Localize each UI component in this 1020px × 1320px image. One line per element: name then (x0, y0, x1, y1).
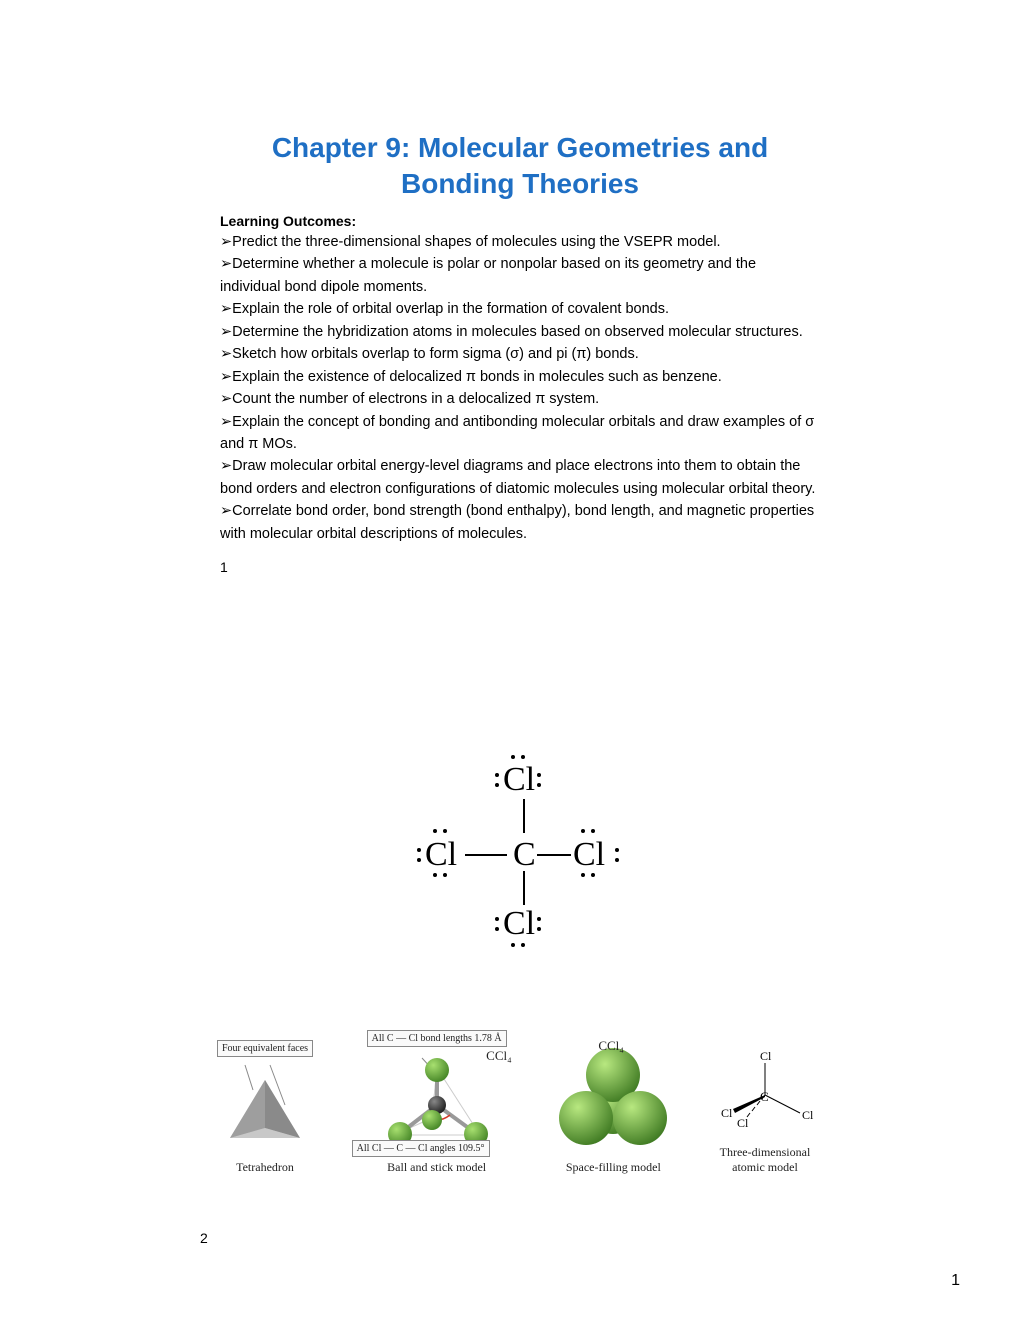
lone-pair-dots (511, 755, 525, 759)
ball-stick-label: Ball and stick model (352, 1160, 522, 1175)
lone-pair-dots (433, 829, 447, 833)
outcome-item: ➢Determine whether a molecule is polar o… (220, 253, 820, 298)
outcome-item: ➢Count the number of electrons in a delo… (220, 388, 820, 410)
slide-1-number: 1 (220, 559, 820, 575)
lone-pair-dots (537, 917, 541, 931)
bond-line (523, 799, 525, 833)
svg-text:Cl: Cl (802, 1108, 814, 1122)
atomic-3d-model: C Cl Cl Cl Cl Three-dimensional atomic m… (705, 1045, 825, 1175)
outcome-item: ➢Predict the three-dimensional shapes of… (220, 231, 820, 253)
callout-faces: Four equivalent faces (217, 1040, 313, 1057)
lone-pair-dots (581, 873, 595, 877)
callout-bondlength: All C — Cl bond lengths 1.78 Å (367, 1030, 507, 1047)
space-filling-model: CCl₄ Space-filling model (548, 1040, 678, 1175)
molecular-models-row: Four equivalent faces Tetrahedron All C … (205, 1030, 825, 1175)
svg-text:Cl: Cl (737, 1116, 749, 1130)
chlorine-atom: Cl (503, 907, 535, 941)
outcome-item: ➢Draw molecular orbital energy-level dia… (220, 455, 820, 500)
atomic-3d-label-line2: atomic model (705, 1160, 825, 1175)
outcomes-list: ➢Predict the three-dimensional shapes of… (220, 231, 820, 546)
outcome-item: ➢Explain the existence of delocalized π … (220, 366, 820, 388)
chapter-title: Chapter 9: Molecular Geometries and Bond… (220, 130, 820, 203)
formula-ccl4-2: CCl₄ (598, 1038, 624, 1054)
chlorine-atom: Cl (425, 838, 457, 872)
lone-pair-dots (495, 773, 499, 787)
page-number: 1 (951, 1272, 960, 1290)
tetrahedron-icon (205, 1060, 325, 1150)
lone-pair-dots (495, 917, 499, 931)
svg-text:Cl: Cl (721, 1106, 733, 1120)
lone-pair-dots (581, 829, 595, 833)
formula-ccl4-1: CCl₄ (486, 1048, 512, 1064)
chlorine-atom: Cl (573, 838, 605, 872)
tetrahedron-model: Four equivalent faces Tetrahedron (205, 1040, 325, 1175)
lone-pair-dots (615, 848, 619, 862)
lewis-structure-figure: C Cl Cl Cl Cl (220, 760, 820, 960)
outcome-item: ➢Explain the role of orbital overlap in … (220, 298, 820, 320)
bond-line (537, 854, 571, 856)
learning-outcomes-heading: Learning Outcomes: (220, 213, 820, 229)
lone-pair-dots (417, 848, 421, 862)
svg-text:C: C (760, 1089, 769, 1104)
slide-2-number: 2 (200, 1230, 208, 1246)
atomic-3d-label-line1: Three-dimensional (705, 1145, 825, 1160)
lone-pair-dots (511, 943, 525, 947)
svg-text:Cl: Cl (760, 1049, 772, 1063)
outcome-item: ➢Correlate bond order, bond strength (bo… (220, 500, 820, 545)
bond-line (465, 854, 507, 856)
outcome-item: ➢Explain the concept of bonding and anti… (220, 411, 820, 456)
atomic-3d-icon: C Cl Cl Cl Cl (705, 1045, 825, 1135)
lone-pair-dots (537, 773, 541, 787)
callout-angle: All Cl — C — Cl angles 109.5° (352, 1140, 490, 1157)
space-filling-icon (548, 1040, 678, 1150)
carbon-atom: C (513, 838, 536, 872)
space-filling-label: Space-filling model (548, 1160, 678, 1175)
ball-stick-icon (352, 1050, 522, 1150)
lone-pair-dots (433, 873, 447, 877)
bond-line (523, 871, 525, 905)
outcome-item: ➢Sketch how orbitals overlap to form sig… (220, 343, 820, 365)
ball-stick-model: All C — Cl bond lengths 1.78 Å CCl₄ (352, 1030, 522, 1175)
tetrahedron-label: Tetrahedron (205, 1160, 325, 1175)
chlorine-atom: Cl (503, 763, 535, 797)
outcome-item: ➢Determine the hybridization atoms in mo… (220, 321, 820, 343)
